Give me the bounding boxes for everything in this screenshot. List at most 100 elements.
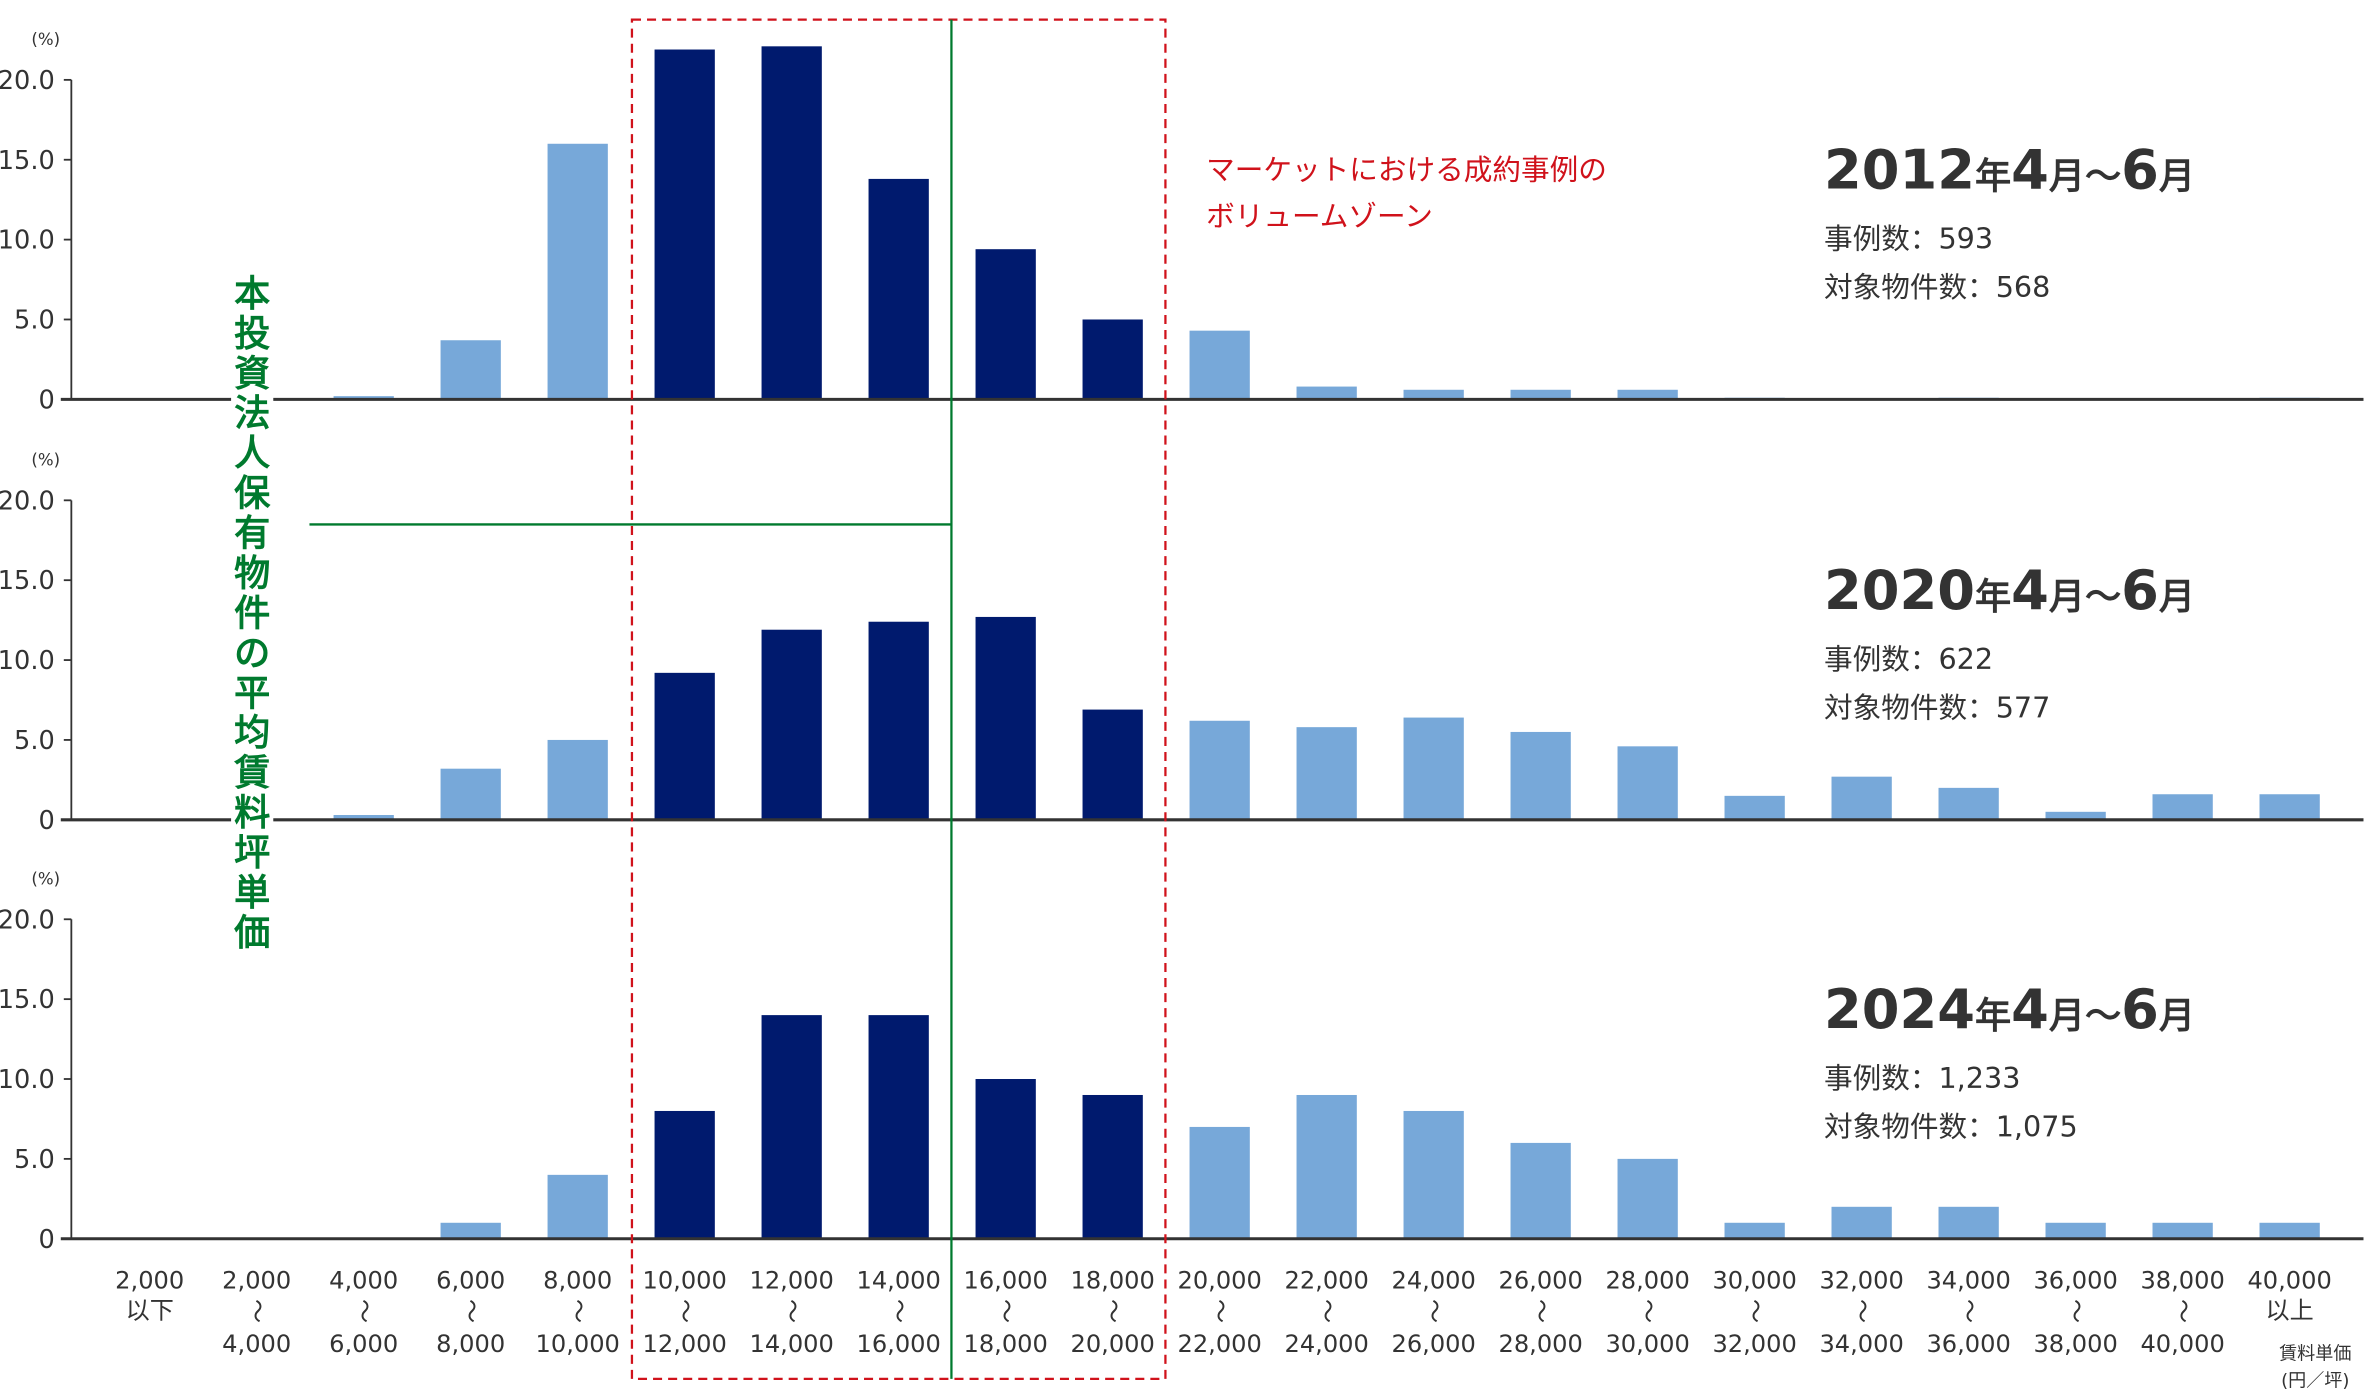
bar-2012-5 — [654, 49, 715, 400]
x-tick-label: 28,000 — [1605, 1266, 1689, 1294]
x-tick-label: 〜 — [457, 1299, 485, 1323]
period-m2: 6 — [2121, 138, 2159, 201]
x-tick-label: 20,000 — [1070, 1330, 1154, 1358]
period-title: 2012年4月～6月 — [1824, 138, 2195, 201]
period-m2_suffix: 月 — [2159, 575, 2195, 618]
bar-2024-20 — [2259, 1222, 2320, 1239]
x-tick-label: 以下 — [126, 1297, 174, 1325]
x-tick-label: 40,000 — [2140, 1330, 2224, 1358]
bar-2024-4 — [547, 1174, 608, 1239]
period-m2_suffix: 月 — [2159, 154, 2195, 197]
bar-2024-17 — [1938, 1206, 1999, 1239]
x-tick-label: 18,000 — [1070, 1266, 1154, 1294]
y-tick-label: 5.0 — [14, 726, 55, 756]
average-label-char: 物 — [234, 551, 270, 594]
x-tick-label: 32,000 — [1819, 1266, 1903, 1294]
bar-2020-12 — [1403, 717, 1464, 820]
period-m1: 4 — [2011, 559, 2049, 622]
y-tick-label: 0 — [38, 806, 54, 836]
bar-2020-10 — [1189, 720, 1250, 820]
y-tick-label: 15.0 — [0, 566, 55, 596]
property-count: 対象物件数：568 — [1824, 270, 2050, 304]
average-label-bg — [231, 268, 274, 956]
case-count: 事例数：622 — [1824, 642, 1993, 676]
y-tick-label: 15.0 — [0, 146, 55, 176]
y-tick-label: 10.0 — [0, 1065, 55, 1095]
bar-2024-9 — [1082, 1094, 1143, 1239]
bar-2012-14 — [1617, 389, 1678, 400]
x-tick-label: 〜 — [350, 1299, 378, 1323]
x-tick-label: 38,000 — [2140, 1266, 2224, 1294]
x-tick-label: 32,000 — [1712, 1330, 1796, 1358]
x-tick-label: 〜 — [564, 1299, 592, 1323]
period-year: 2020 — [1824, 559, 1975, 622]
x-tick-label: 〜 — [1099, 1299, 1127, 1323]
average-label-char: 有 — [234, 512, 270, 555]
average-label-char: 均 — [234, 711, 270, 754]
bar-2020-17 — [1938, 787, 1999, 820]
x-tick-label: 14,000 — [857, 1266, 941, 1294]
x-tick-label: 26,000 — [1391, 1330, 1475, 1358]
panel-2012: (%)20.015.010.05.002012年4月～6月事例数：593対象物件… — [0, 30, 2364, 415]
bar-2020-3 — [440, 768, 501, 820]
period-year_suffix: 年 — [1975, 154, 2011, 197]
x-tick-label: 12,000 — [750, 1266, 834, 1294]
bar-2012-13 — [1510, 389, 1571, 400]
x-tick-label: 26,000 — [1498, 1266, 1582, 1294]
bar-2020-4 — [547, 739, 608, 820]
y-tick-label: 20.0 — [0, 486, 55, 516]
x-axis-label-2: (円／坪) — [2281, 1370, 2349, 1391]
average-label-char: 保 — [234, 472, 271, 515]
x-tick-label: 20,000 — [1177, 1266, 1261, 1294]
x-tick-label: 10,000 — [643, 1266, 727, 1294]
bar-2024-11 — [1296, 1094, 1357, 1239]
x-tick-label: 40,000 — [2247, 1266, 2331, 1294]
y-tick-label: 15.0 — [0, 985, 55, 1015]
volume-zone-box — [630, 18, 1167, 1381]
x-tick-label: 4,000 — [222, 1330, 291, 1358]
y-tick-label: 10.0 — [0, 226, 55, 256]
x-tick-label: 以上 — [2266, 1297, 2314, 1325]
period-year_suffix: 年 — [1975, 575, 2011, 618]
period-m2: 6 — [2121, 978, 2159, 1041]
average-label-char: の — [234, 631, 270, 674]
bar-2012-3 — [440, 340, 501, 400]
period-m1_suffix: 月 — [2049, 154, 2085, 197]
bar-2012-11 — [1296, 386, 1357, 400]
average-label-char: 件 — [234, 591, 270, 634]
bar-2024-13 — [1510, 1142, 1571, 1239]
bar-2024-7 — [868, 1015, 929, 1239]
period-m2_suffix: 月 — [2159, 994, 2195, 1037]
bar-2024-3 — [440, 1222, 501, 1239]
bar-2020-20 — [2259, 794, 2320, 820]
x-tick-label: 〜 — [992, 1299, 1020, 1323]
bar-2020-18 — [2045, 811, 2106, 820]
x-tick-label: 〜 — [1741, 1299, 1769, 1323]
y-tick-label: 0 — [38, 1225, 54, 1255]
bar-2024-10 — [1189, 1126, 1250, 1239]
bar-2020-2 — [333, 815, 394, 820]
bar-2024-8 — [975, 1079, 1036, 1239]
x-tick-label: 〜 — [1420, 1299, 1448, 1323]
bar-2020-15 — [1724, 795, 1785, 820]
x-tick-label: 〜 — [1848, 1299, 1876, 1323]
bar-2020-16 — [1831, 776, 1892, 820]
average-label-char: 人 — [234, 432, 270, 475]
x-tick-label: 2,000 — [222, 1266, 291, 1294]
x-tick-label: 8,000 — [436, 1330, 505, 1358]
x-tick-label: 24,000 — [1284, 1330, 1368, 1358]
x-tick-label: 22,000 — [1284, 1266, 1368, 1294]
bar-2012-7 — [868, 178, 929, 400]
average-label-char: 料 — [234, 791, 270, 834]
x-tick-label: 12,000 — [643, 1330, 727, 1358]
y-tick-label: 0 — [38, 385, 54, 415]
x-tick-label: 〜 — [885, 1299, 913, 1323]
bar-2012-2 — [333, 396, 394, 400]
bar-2020-8 — [975, 616, 1036, 820]
x-tick-label: 16,000 — [857, 1330, 941, 1358]
x-tick-label: 〜 — [671, 1299, 699, 1323]
period-m1: 4 — [2011, 978, 2049, 1041]
bar-2012-9 — [1082, 319, 1143, 400]
x-tick-label: 34,000 — [1819, 1330, 1903, 1358]
x-tick-label: 38,000 — [2033, 1330, 2117, 1358]
